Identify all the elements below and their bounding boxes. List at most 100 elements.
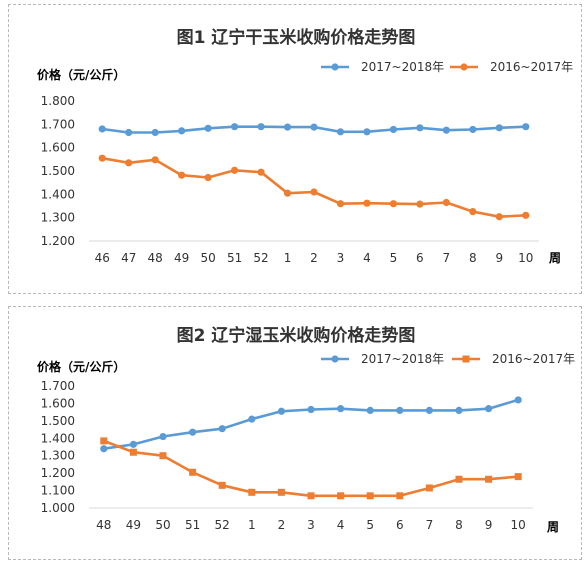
chart-1-series-2-point bbox=[416, 200, 424, 208]
chart-1-series-1-point bbox=[151, 128, 159, 137]
chart-2-series-1-point bbox=[159, 432, 167, 441]
chart-1-series-1-point bbox=[178, 127, 186, 135]
chart-2-ylabel: 价格（元/公斤） bbox=[37, 359, 125, 374]
chart-1-x-tick-label: 5 bbox=[390, 251, 398, 265]
chart-2-series-2-point bbox=[455, 475, 463, 483]
chart-2-series-2-point bbox=[307, 492, 315, 500]
chart-1-series-2-point bbox=[495, 213, 503, 221]
chart-2-x-tick-label: 5 bbox=[366, 518, 374, 532]
chart-1-title: 图1 辽宁干玉米收购价格走势图 bbox=[177, 27, 416, 48]
chart-1-series-1-point bbox=[363, 128, 371, 136]
chart-1-x-tick-label: 48 bbox=[148, 251, 163, 265]
chart-1-x-tick-label: 1 bbox=[284, 251, 292, 265]
chart-2-series-2-point bbox=[248, 488, 256, 496]
chart-1-series-1-point bbox=[230, 123, 239, 131]
chart-1-x-tick-label: 10 bbox=[518, 251, 533, 265]
chart-2-x-tick-label: 9 bbox=[485, 518, 493, 532]
chart-1-ylabel: 价格（元/公斤） bbox=[37, 67, 125, 82]
chart-2-title: 图2 辽宁湿玉米收购价格走势图 bbox=[177, 325, 416, 346]
chart-1-series-1-point bbox=[283, 123, 292, 131]
chart-2-series-2-point bbox=[100, 437, 108, 445]
chart-2-legend-marker-2 bbox=[462, 355, 470, 363]
chart-1-series-2-point bbox=[230, 166, 239, 174]
chart-2-series-2-point bbox=[425, 484, 433, 492]
chart-1-y-tick-label: 1.400 bbox=[41, 187, 75, 201]
chart-panel-1: 图1 辽宁干玉米收购价格走势图 价格（元/公斤） 周 1.200 1.300 1.4… bbox=[8, 4, 582, 294]
chart-1-series-1-point bbox=[125, 128, 133, 137]
chart-1-series-2-point bbox=[522, 211, 530, 219]
chart-2-series-1-point bbox=[100, 445, 108, 453]
chart-2-series-1-point bbox=[189, 428, 197, 436]
chart-2-x-tick-label: 4 bbox=[337, 518, 345, 532]
chart-1-series-line-2 bbox=[101, 156, 526, 218]
chart-2-series-2-point bbox=[396, 492, 404, 500]
chart-2-series-2-point bbox=[337, 492, 345, 500]
chart-2-series-1-point bbox=[129, 440, 137, 448]
chart-1-x-tick-label: 52 bbox=[253, 251, 268, 265]
chart-1-y-tick-label: 1.800 bbox=[41, 94, 75, 108]
chart-2-x-tick-label: 3 bbox=[307, 518, 315, 532]
chart-2-series-1-point bbox=[248, 415, 256, 423]
chart-1-x-tick-label: 3 bbox=[337, 251, 345, 265]
chart-1-y-tick-label: 1.500 bbox=[41, 164, 75, 178]
chart-1-series-2-point bbox=[178, 171, 186, 179]
chart-2-y-tick-label: 1.100 bbox=[41, 484, 75, 498]
chart-2-series-2-point bbox=[159, 452, 167, 460]
chart-2-series-1-point bbox=[455, 406, 463, 414]
chart-2-x-tick-label: 51 bbox=[185, 518, 200, 532]
chart-2-series-1-point bbox=[396, 406, 404, 414]
chart-2-x-tick-label: 50 bbox=[155, 518, 170, 532]
chart-2-legend-marker-1 bbox=[331, 355, 339, 363]
chart-1-series-1-point bbox=[310, 123, 318, 131]
chart-1-series-1-point bbox=[257, 123, 265, 131]
chart-1-x-tick-label: 4 bbox=[363, 251, 371, 265]
chart-1-series-2-point bbox=[389, 200, 398, 208]
chart-1-series-2-point bbox=[283, 189, 292, 197]
chart-1-series-1-point bbox=[98, 125, 106, 133]
chart-2-series-2-point bbox=[485, 475, 493, 483]
chart-1-series-1-point bbox=[336, 128, 345, 136]
chart-2-y-tick-label: 1.600 bbox=[41, 396, 75, 410]
chart-2-y-tick-label: 1.300 bbox=[41, 449, 75, 463]
chart-1-series-1-point bbox=[469, 125, 477, 134]
chart-1-legend-marker-1 bbox=[331, 63, 339, 71]
chart-2-series-2-point bbox=[189, 468, 197, 476]
chart-1-svg: 图1 辽宁干玉米收购价格走势图 价格（元/公斤） 周 1.200 1.300 1.4… bbox=[37, 27, 573, 265]
chart-1-series-1-point bbox=[442, 126, 450, 134]
chart-2-series-2-point bbox=[218, 481, 226, 489]
chart-1-legend-marker-2 bbox=[460, 63, 468, 71]
chart-1-y-tick-label: 1.600 bbox=[41, 141, 75, 155]
chart-2-series-1-point bbox=[218, 425, 226, 433]
chart-1-y-tick-label: 1.200 bbox=[41, 234, 75, 248]
chart-2-x-tick-label: 2 bbox=[278, 518, 286, 532]
chart-panel-2: 图2 辽宁湿玉米收购价格走势图 价格（元/公斤） 周 1.000 1.100 1.2… bbox=[8, 306, 582, 560]
chart-1-x-tick-label: 8 bbox=[469, 251, 477, 265]
chart-2-series-1-point bbox=[337, 405, 345, 413]
chart-2-xlabel: 周 bbox=[547, 520, 559, 534]
chart-1-series-1-point bbox=[204, 124, 212, 132]
chart-1-x-tick-label: 51 bbox=[227, 251, 242, 265]
chart-2-series-2-point bbox=[277, 488, 285, 496]
chart-1-series-2-point bbox=[363, 199, 371, 207]
chart-2-y-tick-label: 1.000 bbox=[41, 501, 75, 515]
chart-1-x-tick-label: 7 bbox=[443, 251, 451, 265]
chart-1-legend-label-2: 2016~2017年 bbox=[490, 60, 573, 74]
chart-1-series-2-point bbox=[257, 168, 265, 176]
chart-2-legend-label-1: 2017~2018年 bbox=[361, 352, 444, 366]
chart-2-series-1-point bbox=[485, 405, 493, 413]
chart-2-series-1-point bbox=[514, 396, 522, 404]
chart-1-legend-label-1: 2017~2018年 bbox=[361, 60, 444, 74]
chart-1-series-1-point bbox=[416, 124, 424, 132]
chart-1-series-1-point bbox=[495, 124, 503, 132]
chart-1-x-tick-label: 50 bbox=[200, 251, 215, 265]
chart-1-series-1-point bbox=[389, 125, 398, 134]
chart-2-series-line-2 bbox=[103, 439, 519, 498]
chart-2-x-tick-label: 6 bbox=[396, 518, 404, 532]
chart-1-x-tick-label: 2 bbox=[310, 251, 318, 265]
chart-2-x-tick-label: 7 bbox=[426, 518, 434, 532]
chart-1-series-2-point bbox=[442, 198, 450, 207]
chart-1-series-2-point bbox=[125, 159, 133, 167]
chart-1-x-tick-label: 6 bbox=[416, 251, 424, 265]
chart-1-y-tick-label: 1.700 bbox=[41, 117, 75, 131]
chart-1-series-1-point bbox=[522, 123, 530, 131]
